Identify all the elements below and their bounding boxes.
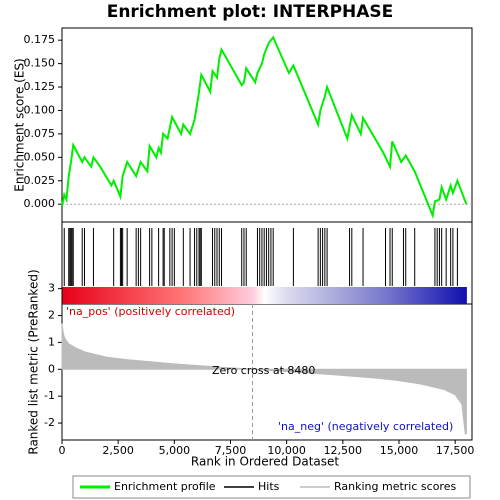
y-tick-label: 1 — [48, 335, 55, 348]
y-axis-label: Ranked list metric (PreRanked) — [27, 269, 41, 454]
x-tick-label: 7,500 — [215, 444, 247, 457]
plot-frame — [61, 27, 473, 223]
legend-label: Hits — [258, 480, 280, 493]
y-tick-label: 0.050 — [24, 150, 56, 163]
metric-area — [61, 323, 467, 435]
x-tick-label: 15,000 — [380, 444, 419, 457]
x-tick-label: 2,500 — [102, 444, 134, 457]
y-tick-label: 0 — [48, 362, 55, 375]
x-axis-label: Rank in Ordered Dataset — [191, 455, 339, 469]
x-tick-label: 0 — [59, 444, 66, 457]
legend-label: Enrichment profile — [114, 480, 216, 493]
x-tick-label: 12,500 — [324, 444, 363, 457]
legend — [72, 475, 471, 499]
x-tick-label: 17,500 — [436, 444, 475, 457]
legend-label: Ranking metric scores — [334, 480, 456, 493]
y-tick-label: 0.150 — [24, 57, 56, 70]
annotation: 'na_pos' (positively correlated) — [66, 305, 235, 318]
x-tick-label: 5,000 — [159, 444, 191, 457]
y-axis-label: Enrichment score (ES) — [13, 58, 27, 191]
y-tick-label: 2 — [48, 309, 55, 322]
y-tick-label: 0.125 — [24, 80, 56, 93]
y-tick-label: 0.000 — [24, 197, 56, 210]
y-tick-label: 0.100 — [24, 103, 56, 116]
y-tick-label: 0.025 — [24, 174, 56, 187]
annotation: Zero cross at 8480 — [212, 364, 315, 377]
y-tick-label: -2 — [44, 416, 55, 429]
x-tick-label: 10,000 — [267, 444, 306, 457]
annotation: 'na_neg' (negatively correlated) — [278, 420, 453, 433]
enrichment-line — [61, 35, 468, 220]
y-tick-label: 0.175 — [24, 33, 56, 46]
y-tick-label: -1 — [44, 389, 55, 402]
y-tick-label: 0.075 — [24, 127, 56, 140]
chart-title: Enrichment plot: INTERPHASE — [107, 2, 394, 22]
color-bar — [62, 287, 467, 304]
y-tick-label: 3 — [48, 282, 55, 295]
